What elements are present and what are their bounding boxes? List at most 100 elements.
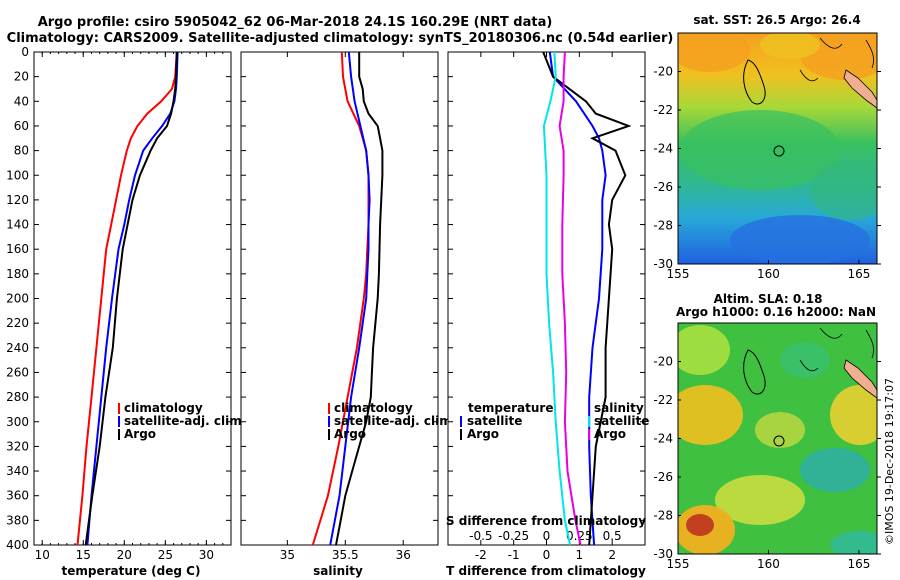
sla-field [678,323,877,554]
difference-panel: -2 -1 0 1 2-0.5 -0.25 0 0.25 0.5 T difference fr… [446,51,649,578]
y-tick-label: 320 [6,439,29,453]
sla-yellow-patch [715,475,805,525]
t-difference-axis-label: T difference from climatology [446,564,646,578]
map-y-tick-label: -24 [653,432,673,446]
difference-legend-left: temperature satellite Argo [460,401,553,441]
legend-satellite: satellite-adj. clim. [334,414,456,428]
y-tick-label: 300 [6,415,29,429]
s-difference-axis-label: S difference from climatology [446,514,646,528]
sst-coastline-new-caledonia [843,69,877,109]
map-y-tick-label: -30 [653,547,673,561]
temperature-legend: climatology satellite-adj. clim. Argo [118,401,246,441]
map-x-tick-label: 165 [847,557,870,571]
y-tick-label: 200 [6,292,29,306]
legend-s-satellite: satellite [594,414,649,428]
x-tick-label: 30 [199,548,214,562]
temperature-axis-ticks: 10 15 20 25 30 [35,52,224,562]
sla-yellow-patch [678,325,730,375]
legend-t-satellite: satellite [467,414,522,428]
difference-legend-right: salinity satellite Argo [588,401,649,441]
map-y-tick-label: -22 [653,103,673,117]
sst-warm-patch [678,33,750,72]
x-tick-label: 2 [608,548,616,562]
y-tick-label: 380 [6,513,29,527]
x-tick-label: 15 [76,548,91,562]
difference-plot-frame [447,51,646,546]
legend-climatology: climatology [124,401,203,415]
legend-temperature-title: temperature [468,401,553,415]
y-tick-label: 240 [6,341,29,355]
x-tick-label: 25 [158,548,173,562]
series-line-satellite-adj-clim- [329,51,371,546]
map-x-tick-label: 155 [667,557,690,571]
sla-yellow-patch [755,412,805,448]
sst-cool-patch [730,215,870,264]
series-line-salinity-satellite [542,51,572,546]
series-line-argo [335,52,384,546]
y-tick-label: 340 [6,464,29,478]
sst-warm-patch [760,33,820,59]
temperature-panel: 0 20 40 60 80 100 120 140 160 180 200 220 240 260 280 3… [6,45,246,578]
x-top-tick-label: -0.5 [469,529,492,543]
sla-map-subtitle: Argo h1000: 0.16 h2000: NaN [676,305,876,319]
sst-map-title: sat. SST: 26.5 Argo: 26.4 [693,13,860,27]
map-x-tick-label: 160 [757,557,780,571]
y-tick-label: 400 [6,538,29,552]
difference-series [542,51,632,546]
imos-watermark: ©IMOS 19-Dec-2018 19:17:07 [883,378,896,545]
y-tick-label: 180 [6,267,29,281]
x-tick-label: 0 [543,548,551,562]
depth-axis-ticks: 0 20 40 60 80 100 120 140 160 180 200 220 240 260 280 3… [6,45,231,552]
salinity-plot-frame [240,51,439,546]
x-tick-label: 35.5 [332,548,359,562]
sst-reef-outline [743,59,766,105]
map-y-tick-label: -20 [653,355,673,369]
x-top-tick-label: -0.25 [498,529,529,543]
sla-cyan-patch [780,342,830,378]
y-tick-label: 160 [6,242,29,256]
y-tick-label: 40 [14,94,29,108]
x-tick-label: 10 [35,548,50,562]
sst-green-band [810,160,877,220]
map-x-tick-label: 165 [847,267,870,281]
series-line-argo [84,51,178,546]
y-tick-label: 260 [6,365,29,379]
map-y-tick-label: -26 [653,180,673,194]
x-tick-label: -2 [475,548,487,562]
sla-map-panel: Altim. SLA: 0.18 Argo h1000: 0.16 h2000:… [653,292,881,571]
y-tick-label: 20 [14,70,29,84]
sst-map-ticks: 155 160 165 -20 -22 -24 -26 -28 -30 [653,65,881,281]
legend-argo: Argo [334,427,366,441]
x-tick-label: 36 [396,548,411,562]
figure-title-line2: Climatology: CARS2009. Satellite-adjuste… [7,31,674,46]
map-y-tick-label: -30 [653,257,673,271]
sla-map-ticks: 155 160 165 -20 -22 -24 -26 -28 -30 [653,355,881,571]
sla-yellow-patch [830,385,877,445]
salinity-panel: 35 35.5 36 salinity climatology satellite-… [240,51,456,578]
series-line-temperature-argo [542,51,632,546]
temperature-axis-label: temperature (deg C) [62,564,201,578]
legend-s-argo: Argo [594,427,626,441]
sla-reef-outline [743,349,766,395]
x-tick-label: 1 [576,548,584,562]
sla-red-patch [686,514,714,536]
sla-map-title: Altim. SLA: 0.18 [714,292,823,306]
sst-field [678,33,877,264]
map-y-tick-label: -26 [653,470,673,484]
map-y-tick-label: -20 [653,65,673,79]
y-tick-label: 140 [6,218,29,232]
legend-climatology: climatology [334,401,413,415]
map-x-tick-label: 160 [757,267,780,281]
salinity-legend: climatology satellite-adj. clim. Argo [328,401,456,441]
y-tick-label: 120 [6,193,29,207]
x-tick-label: 20 [117,548,132,562]
y-tick-label: 100 [6,168,29,182]
map-x-tick-label: 155 [667,267,690,281]
map-y-tick-label: -28 [653,219,673,233]
legend-t-argo: Argo [467,427,499,441]
map-y-tick-label: -22 [653,393,673,407]
y-tick-label: 60 [14,119,29,133]
sla-cyan-patch [800,448,870,492]
difference-axis-ticks: -2 -1 0 1 2-0.5 -0.25 0 0.25 0.5 [448,51,645,562]
sla-cyan-patch [830,531,877,554]
